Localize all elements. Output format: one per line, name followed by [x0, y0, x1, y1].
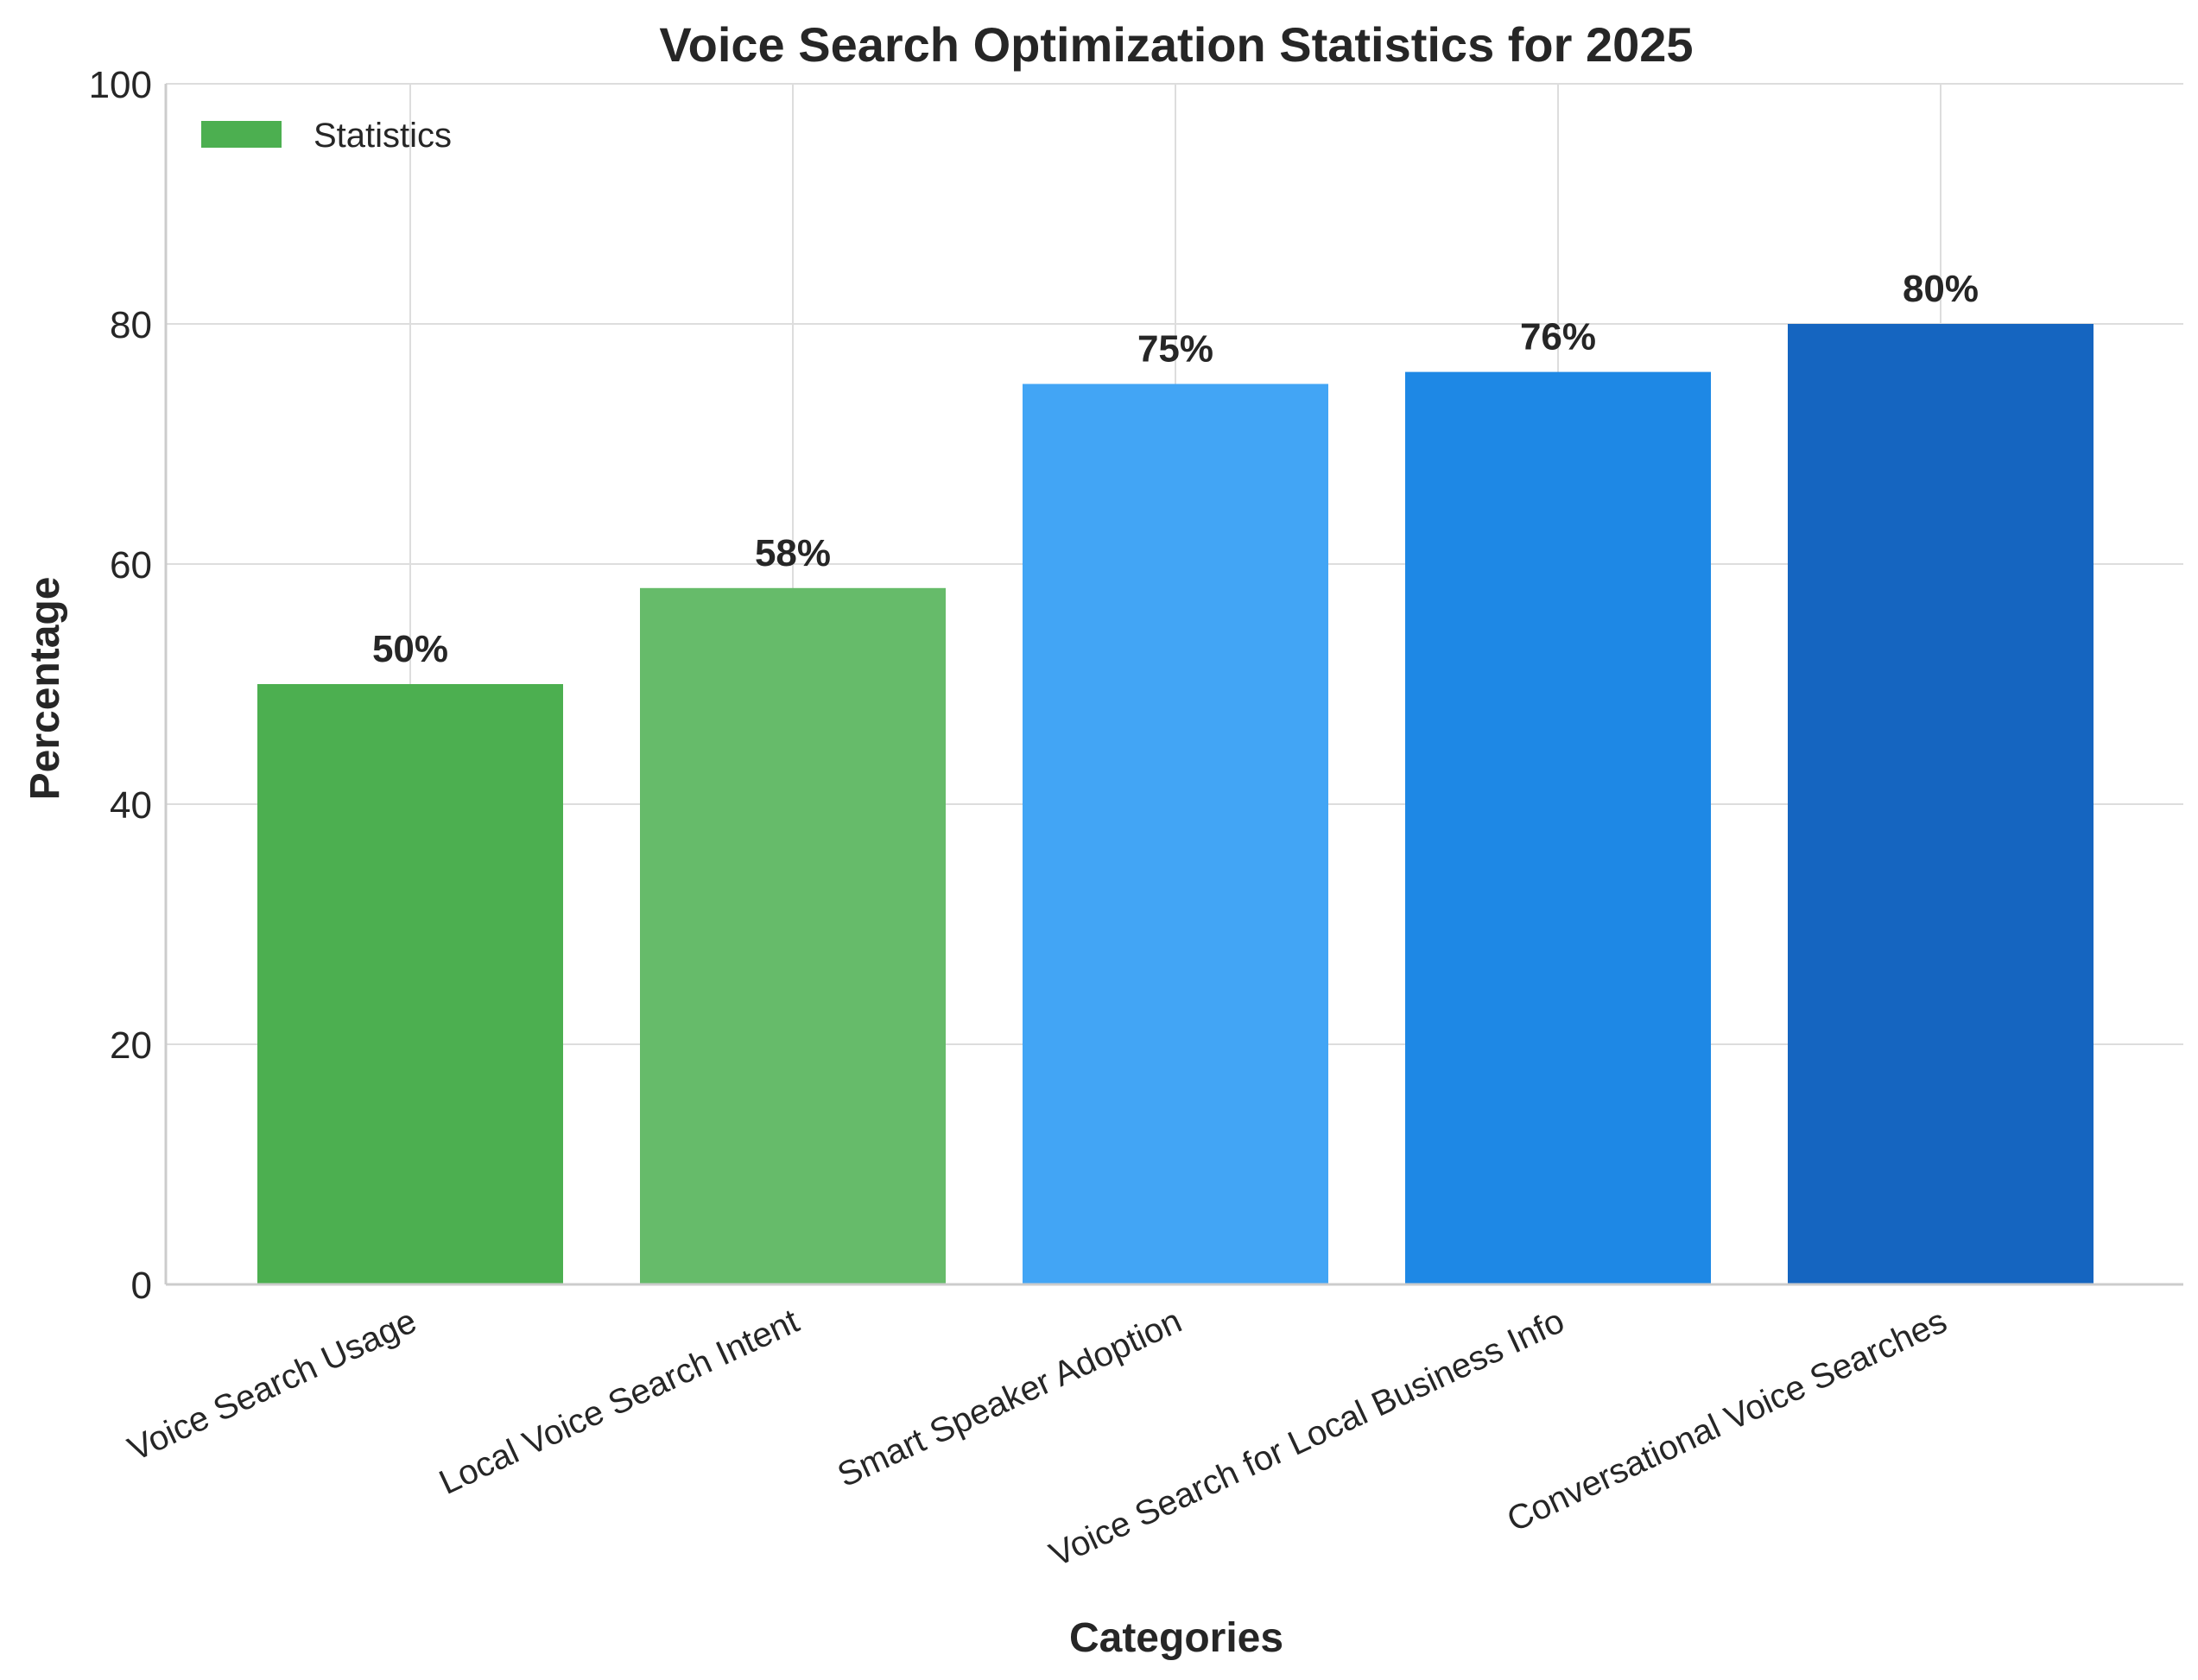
axes [164, 84, 2183, 1286]
y-tick-label: 60 [110, 544, 152, 586]
bar [1405, 371, 1711, 1285]
bar-value-label: 75% [1137, 328, 1213, 371]
x-axis-label: Categories [1069, 1615, 1283, 1661]
bars [257, 324, 2093, 1285]
y-tick-label: 80 [110, 304, 152, 346]
legend-label: Statistics [314, 117, 452, 155]
bar-value-label: 76% [1520, 316, 1596, 358]
bar-value-label: 50% [372, 628, 448, 670]
y-tick-label: 40 [110, 784, 152, 827]
y-tick-labels: 0 20 40 60 80 100 [89, 64, 152, 1307]
y-tick-label: 0 [131, 1265, 152, 1307]
y-tick-label: 20 [110, 1024, 152, 1067]
y-axis-label: Percentage [22, 577, 68, 801]
legend: Statistics [201, 117, 452, 155]
legend-swatch [201, 121, 282, 148]
bar-value-label: 80% [1903, 268, 1979, 310]
bar [1023, 384, 1328, 1284]
bar-value-label: 58% [755, 532, 831, 574]
bar [1788, 324, 2093, 1284]
y-tick-label: 100 [89, 64, 152, 106]
bar-value-labels: 50% 58% 75% 76% 80% [372, 268, 1979, 670]
chart-title: Voice Search Optimization Statistics for… [659, 17, 1693, 72]
bar [257, 684, 563, 1284]
bar [640, 587, 946, 1284]
